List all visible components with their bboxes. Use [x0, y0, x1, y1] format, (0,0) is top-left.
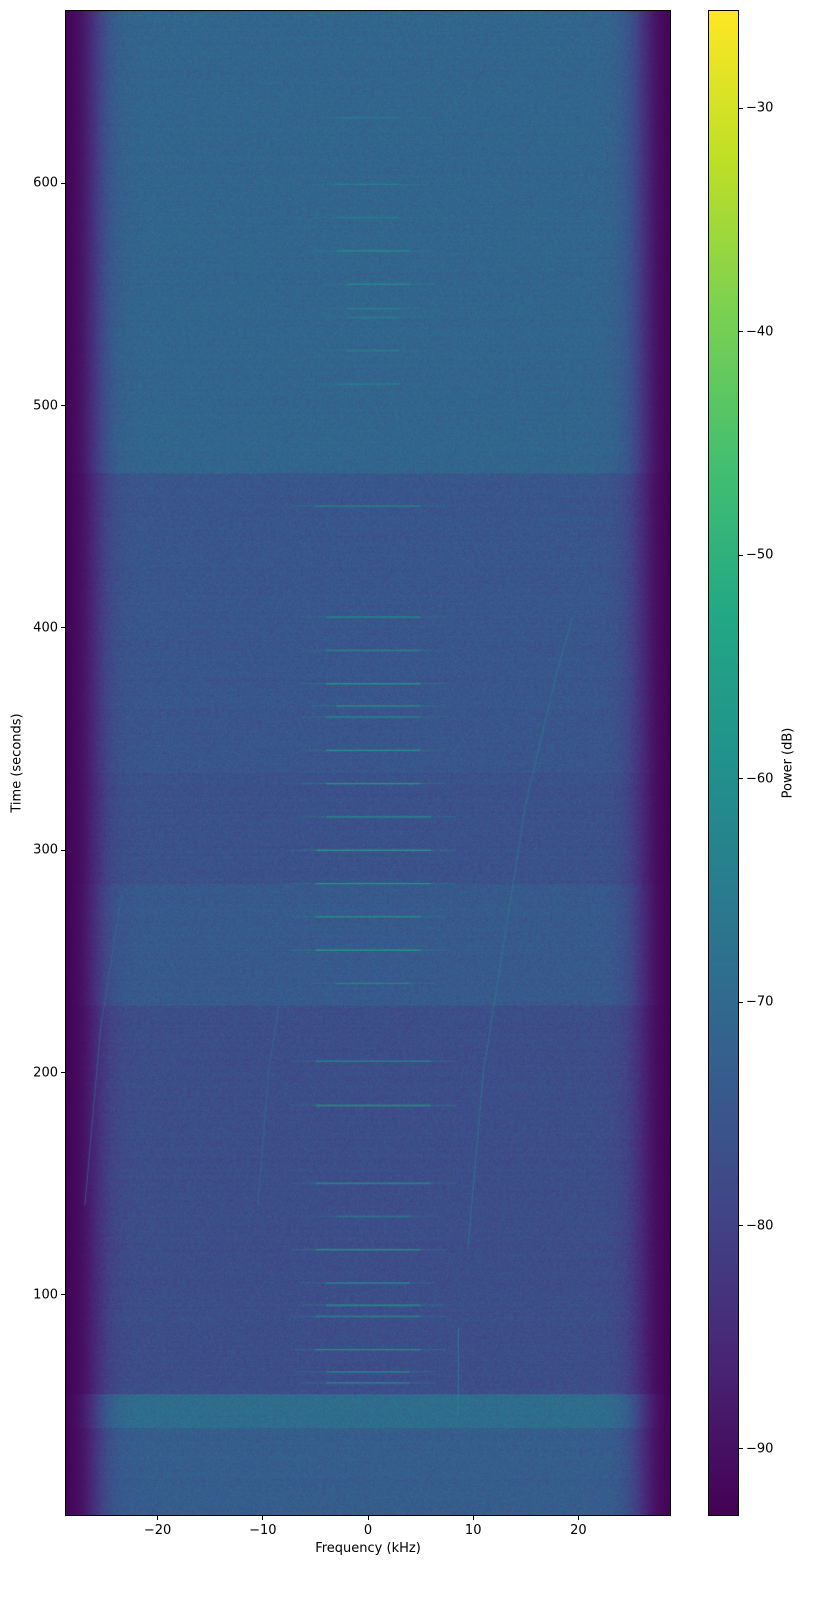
colorbar-tick-label: −70 — [746, 994, 774, 1010]
colorbar-tick-mark — [739, 331, 743, 333]
colorbar-tick-mark — [739, 778, 743, 780]
colorbar-tick-mark — [739, 1225, 743, 1227]
x-tick-mark — [577, 1516, 579, 1520]
x-tick-mark — [367, 1516, 369, 1520]
colorbar-tick-label: −50 — [746, 547, 774, 563]
colorbar-tick-label: −60 — [746, 771, 774, 787]
colorbar-label: Power (dB) — [780, 727, 796, 799]
y-tick-label: 100 — [33, 1287, 58, 1303]
x-tick-label: −20 — [143, 1523, 172, 1538]
colorbar-tick-mark — [739, 1448, 743, 1450]
x-tick-mark — [472, 1516, 474, 1520]
y-tick-label: 400 — [33, 620, 58, 636]
x-tick-label: −10 — [249, 1523, 277, 1538]
y-tick-label: 300 — [33, 842, 58, 858]
colorbar-tick-label: −30 — [746, 100, 774, 116]
colorbar-tick-mark — [739, 1001, 743, 1003]
colorbar-tick-mark — [739, 107, 743, 109]
x-axis-label: Frequency (kHz) — [315, 1541, 421, 1556]
y-tick-mark — [61, 849, 65, 851]
colorbar-tick-label: −90 — [746, 1441, 774, 1457]
colorbar-tick-label: −40 — [746, 324, 774, 340]
y-axis-label: Time (seconds) — [9, 713, 25, 813]
colorbar-gradient — [709, 11, 738, 1515]
x-tick-mark — [262, 1516, 264, 1520]
colorbar — [708, 10, 739, 1516]
colorbar-tick-label: −80 — [746, 1218, 774, 1234]
y-tick-mark — [61, 182, 65, 184]
y-tick-mark — [61, 405, 65, 407]
y-tick-mark — [61, 627, 65, 629]
colorbar-tick-mark — [739, 554, 743, 556]
y-tick-label: 500 — [33, 398, 58, 414]
x-tick-mark — [157, 1516, 159, 1520]
spectrogram-plot-area — [65, 10, 671, 1516]
spectrogram-image — [66, 11, 670, 1515]
x-tick-label: 10 — [464, 1523, 482, 1538]
y-tick-mark — [61, 1294, 65, 1296]
x-tick-label: 20 — [570, 1523, 587, 1538]
y-tick-mark — [61, 1072, 65, 1074]
y-tick-label: 600 — [33, 175, 58, 191]
y-tick-label: 200 — [33, 1065, 58, 1081]
x-tick-label: 0 — [363, 1523, 373, 1538]
